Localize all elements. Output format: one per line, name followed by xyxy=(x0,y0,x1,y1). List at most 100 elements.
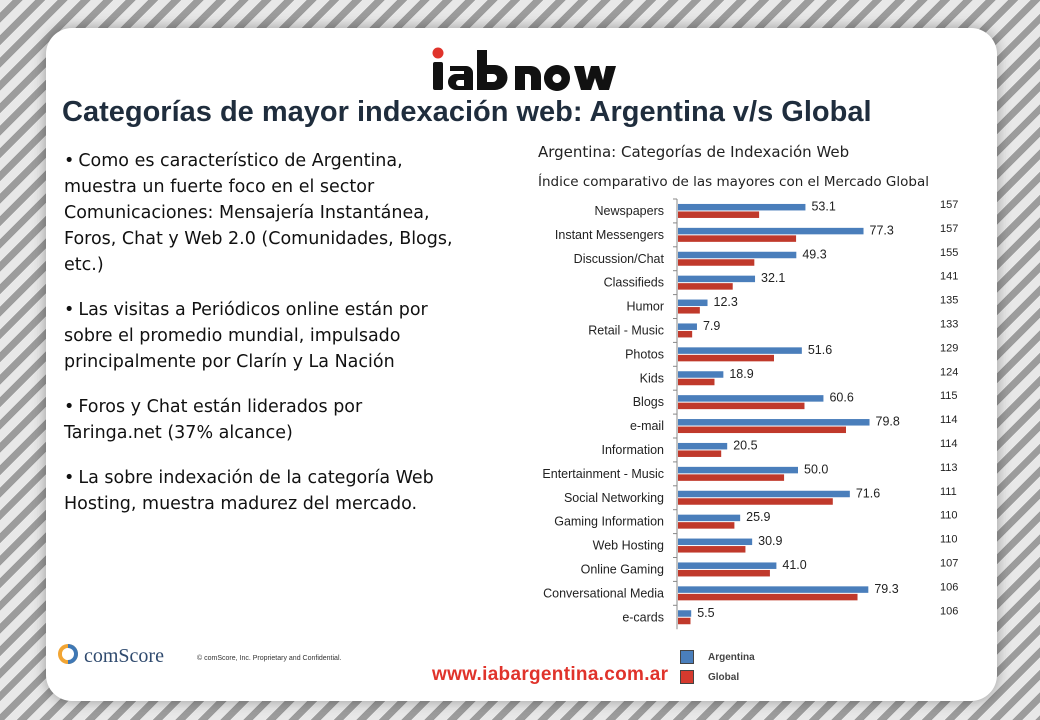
bullet-list: • Como es característico de Argentina, mu… xyxy=(64,148,454,536)
index-value: 114 xyxy=(940,438,958,450)
bar-global xyxy=(678,307,700,314)
category-label: Information xyxy=(601,443,664,457)
category-label: Kids xyxy=(640,371,664,385)
data-label: 25.9 xyxy=(746,510,770,524)
data-label: 49.3 xyxy=(802,247,826,261)
category-label: e-mail xyxy=(630,419,664,433)
bar-global xyxy=(678,283,733,290)
category-label: Discussion/Chat xyxy=(574,252,665,266)
index-value: 129 xyxy=(940,342,958,354)
bar-global xyxy=(678,330,693,338)
bullet-text: Foros y Chat están liderados por Taringa… xyxy=(64,397,363,443)
index-value: 157 xyxy=(940,199,958,211)
bar-global xyxy=(678,450,722,457)
bar-global xyxy=(678,522,735,529)
bar-argentina xyxy=(678,323,697,330)
legend-swatch-argentina xyxy=(680,650,694,664)
index-value: 114 xyxy=(940,414,958,426)
bar-argentina xyxy=(678,514,741,522)
category-label: Web Hosting xyxy=(593,539,664,553)
bullet-text: Como es característico de Argentina, mue… xyxy=(64,151,453,275)
category-label: e-cards xyxy=(622,610,664,624)
bullet-text: Las visitas a Periódicos online están po… xyxy=(64,300,428,372)
category-label: Gaming Information xyxy=(554,515,664,529)
category-label: Blogs xyxy=(633,395,664,409)
bar-global xyxy=(678,235,797,242)
bar-global xyxy=(678,546,746,553)
category-label: Humor xyxy=(626,300,664,314)
bullet-text: La sobre indexación de la categoría Web … xyxy=(64,468,434,514)
comscore-logo: comScore xyxy=(58,644,164,667)
bar-global xyxy=(678,569,770,577)
bar-global xyxy=(678,378,715,386)
data-label: 60.6 xyxy=(829,391,853,405)
legend-swatch-global xyxy=(680,670,694,684)
bar-argentina xyxy=(678,490,850,498)
bar-global xyxy=(678,426,846,434)
bar-global xyxy=(678,617,691,625)
bar-chart: Newspapers 53.1 157 Instant Messengers 77.3 1… xyxy=(542,198,958,630)
data-label: 18.9 xyxy=(729,367,753,381)
category-label: Social Networking xyxy=(564,491,664,505)
index-value: 155 xyxy=(940,247,958,259)
category-label: Newspapers xyxy=(595,204,664,218)
bar-argentina xyxy=(678,442,728,450)
site-url-link[interactable]: www.iabargentina.com.ar xyxy=(432,664,669,685)
data-label: 30.9 xyxy=(758,534,782,548)
page-title: Categorías de mayor indexación web: Arge… xyxy=(62,96,872,128)
bar-global xyxy=(678,402,805,410)
bullet-item: • Las visitas a Periódicos online están p… xyxy=(64,300,428,372)
copyright-text: © comScore, Inc. Proprietary and Confide… xyxy=(197,655,342,662)
legend-item-argentina: Argentina xyxy=(680,650,755,664)
bar-global xyxy=(678,593,858,601)
category-label: Instant Messengers xyxy=(555,228,664,242)
index-value: 141 xyxy=(940,271,958,283)
category-label: Online Gaming xyxy=(581,562,664,576)
data-label: 32.1 xyxy=(761,271,785,285)
data-label: 79.3 xyxy=(874,582,898,596)
data-label: 20.5 xyxy=(733,438,757,452)
bar-argentina xyxy=(678,395,824,402)
bar-argentina xyxy=(678,251,797,259)
bar-argentina xyxy=(678,347,802,354)
index-value: 133 xyxy=(940,318,958,330)
index-value: 106 xyxy=(940,605,958,617)
index-value: 124 xyxy=(940,366,958,378)
bar-argentina xyxy=(678,227,864,235)
data-label: 50.0 xyxy=(804,462,828,476)
index-value: 135 xyxy=(940,295,958,307)
bar-global xyxy=(678,354,774,362)
data-label: 7.9 xyxy=(703,319,720,333)
chart-title: Argentina: Categorías de Indexación Web xyxy=(538,143,850,161)
data-label: 51.6 xyxy=(808,343,832,357)
bar-argentina xyxy=(678,419,870,426)
index-value: 107 xyxy=(940,557,958,569)
bar-argentina xyxy=(678,371,724,378)
bar-argentina xyxy=(678,275,756,283)
category-label: Classifieds xyxy=(604,276,664,290)
category-label: Entertainment - Music xyxy=(542,467,664,481)
category-label: Conversational Media xyxy=(543,586,664,600)
legend-label: Global xyxy=(708,671,740,683)
bullet-item: • Foros y Chat están liderados por Taring… xyxy=(64,397,363,443)
index-value: 115 xyxy=(940,390,958,402)
bullet-item: • La sobre indexación de la categoría Web… xyxy=(64,468,434,514)
bar-global xyxy=(678,474,785,481)
index-value: 110 xyxy=(940,534,958,546)
bar-argentina xyxy=(678,586,869,593)
iab-now-logo xyxy=(432,47,616,91)
category-label: Retail - Music xyxy=(588,323,664,337)
bullet-item: • Como es característico de Argentina, mu… xyxy=(64,151,453,275)
bar-argentina xyxy=(678,562,777,569)
bar-argentina xyxy=(678,466,798,474)
index-value: 111 xyxy=(940,486,957,498)
data-label: 77.3 xyxy=(870,223,894,237)
bar-argentina xyxy=(678,203,806,211)
index-value: 157 xyxy=(940,223,958,235)
chart-subtitle: Índice comparativo de las mayores con el… xyxy=(538,174,929,190)
data-label: 12.3 xyxy=(714,295,738,309)
data-label: 5.5 xyxy=(697,606,714,620)
bar-argentina xyxy=(678,538,753,546)
data-label: 79.8 xyxy=(876,415,900,429)
bar-global xyxy=(678,259,755,266)
